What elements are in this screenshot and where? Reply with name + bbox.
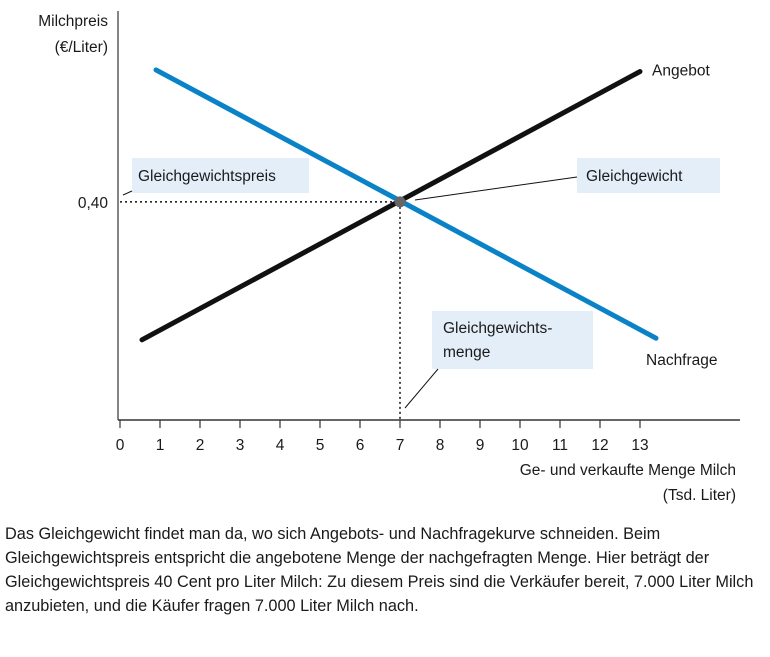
supply-label: Angebot: [652, 63, 710, 80]
quantity-label-line2: menge: [443, 344, 490, 361]
y-axis-label-line2: (€/Liter): [55, 39, 108, 56]
supply-curve: [139, 69, 643, 343]
x-tick-label: 10: [511, 437, 529, 454]
x-tick-label: 8: [436, 437, 445, 454]
price-label-leader: [122, 190, 133, 196]
equilibrium-label: Gleichgewicht: [586, 168, 683, 185]
x-tick-label: 3: [236, 437, 245, 454]
x-tick-label: 9: [476, 437, 485, 454]
equilibrium-point: [394, 196, 406, 208]
x-tick-label: 6: [356, 437, 365, 454]
x-tick-label: 12: [591, 437, 608, 454]
supply-demand-chart: Milchpreis (€/Liter) Ge- und verkaufte M…: [38, 11, 740, 504]
equilibrium-label-box: [577, 158, 720, 193]
x-tick-label: 7: [396, 437, 405, 454]
x-tick-label: 2: [196, 437, 205, 454]
x-tick-label: 13: [631, 437, 648, 454]
quantity-label-box: [432, 311, 593, 369]
x-axis-label-line1: Ge- und verkaufte Menge Milch: [520, 462, 736, 479]
y-axis-label-line1: Milchpreis: [38, 13, 108, 30]
x-tick-label: 5: [316, 437, 325, 454]
demand-curve: [153, 67, 659, 341]
quantity-label-leader: [404, 368, 439, 409]
equilibrium-label-leader: [414, 176, 578, 201]
x-axis-label-line2: (Tsd. Liter): [663, 487, 736, 504]
figure-caption: Das Gleichgewicht findet man da, wo sich…: [5, 525, 754, 615]
quantity-label-line1: Gleichgewichts-: [443, 320, 552, 337]
y-tick-label: 0,40: [78, 195, 109, 212]
price-label-box: [132, 158, 309, 193]
price-label: Gleichgewichtspreis: [138, 168, 276, 185]
x-tick-label: 4: [276, 437, 285, 454]
x-tick-label: 1: [156, 437, 165, 454]
x-tick-label: 11: [552, 437, 568, 454]
demand-label: Nachfrage: [646, 352, 718, 369]
x-tick-label: 0: [116, 437, 125, 454]
